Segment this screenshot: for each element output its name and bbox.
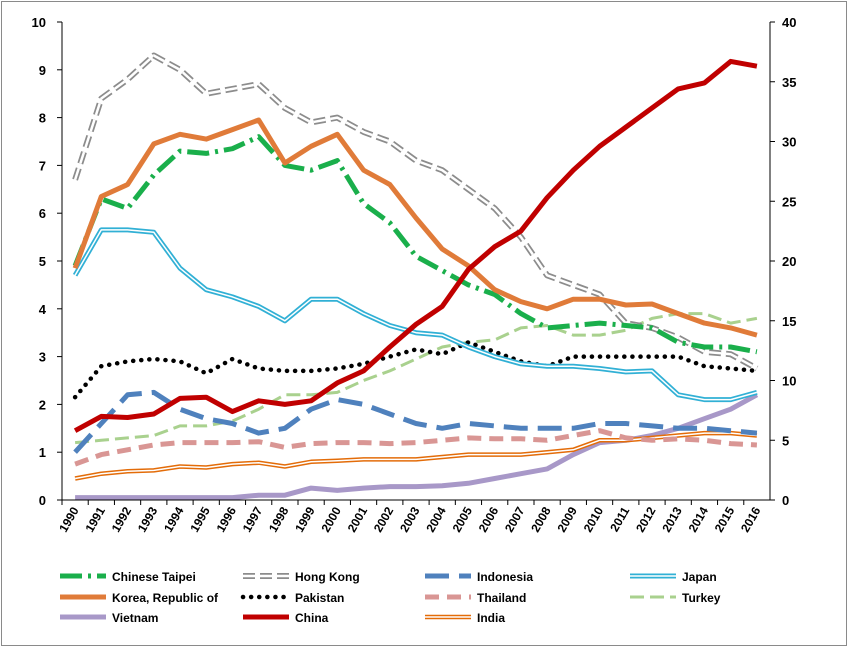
legend-label: Indonesia (477, 570, 533, 584)
series-hong-kong (72, 52, 759, 372)
right-tick-label: 10 (782, 374, 796, 389)
legend-label: Thailand (477, 591, 526, 605)
legend-item-thailand: Thailand (425, 591, 526, 605)
x-tick-label: 2012 (633, 504, 659, 534)
x-tick-label: 2005 (450, 504, 476, 534)
x-tick-label: 2004 (423, 504, 449, 534)
series-thailand (74, 428, 758, 467)
left-tick-label: 8 (39, 111, 46, 126)
legend-label: China (295, 611, 329, 625)
series-pakistan (72, 340, 760, 400)
legend-label: India (477, 611, 505, 625)
series-line-china (73, 58, 758, 433)
series-indonesia (73, 389, 758, 454)
legend-label: Vietnam (112, 611, 158, 625)
x-tick-label: 2015 (712, 504, 738, 534)
left-tick-label: 3 (39, 350, 46, 365)
legend-label: Turkey (682, 591, 721, 605)
x-tick-label: 1993 (135, 504, 161, 534)
legend-item-indonesia: Indonesia (425, 570, 533, 584)
x-tick-label: 2001 (345, 504, 371, 534)
right-tick-label: 20 (782, 254, 796, 269)
right-tick-label: 40 (782, 15, 796, 30)
x-tick-label: 1996 (214, 504, 240, 534)
left-tick-label: 10 (32, 15, 46, 30)
legend-label: Chinese Taipei (112, 570, 196, 584)
series-line-turkey (74, 312, 758, 445)
right-tick-label: 5 (782, 433, 789, 448)
x-tick-label: 2007 (502, 504, 528, 534)
legend-item-chinese-taipei: Chinese Taipei (60, 570, 196, 584)
series-line-thailand (74, 428, 758, 467)
series-line-vietnam (75, 392, 759, 501)
legend: Chinese Taipei Hong Kong Indonesia Japan Kor… (60, 570, 721, 625)
series-korea-republic-of (72, 117, 758, 338)
legend-label: Hong Kong (295, 570, 360, 584)
right-tick-label: 15 (782, 314, 796, 329)
x-tick-label: 2010 (581, 504, 607, 534)
left-tick-label: 2 (39, 397, 46, 412)
left-tick-label: 5 (39, 254, 46, 269)
x-tick-label: 1994 (161, 504, 187, 534)
series-line-indonesia (73, 389, 758, 454)
legend-item-turkey: Turkey (630, 591, 721, 605)
x-tick-label: 1991 (82, 504, 108, 534)
x-tick-label: 2013 (659, 504, 685, 534)
right-tick-label: 0 (782, 493, 789, 508)
x-tick-label: 1998 (266, 504, 292, 534)
right-tick-label: 35 (782, 75, 796, 90)
x-tick-label: 2002 (371, 504, 397, 534)
legend-label: Korea, Republic of (112, 591, 219, 605)
left-tick-label: 4 (39, 302, 47, 317)
series-line-inner-japan (74, 229, 758, 401)
series-turkey (74, 312, 758, 445)
left-tick-label: 7 (39, 158, 46, 173)
legend-item-pakistan: Pakistan (240, 591, 344, 605)
series-china (73, 58, 758, 433)
legend-item-korea-republic-of: Korea, Republic of (60, 591, 219, 605)
legend-item-china: China (243, 611, 329, 625)
x-tick-label: 1995 (187, 504, 213, 534)
series-layer (72, 52, 760, 501)
series-japan (72, 227, 758, 403)
x-tick-label: 2011 (607, 504, 632, 534)
x-tick-label: 1999 (292, 504, 318, 534)
x-tick-label: 2003 (397, 504, 423, 534)
left-tick-label: 0 (39, 493, 46, 508)
x-tick-label: 1990 (56, 504, 82, 534)
series-line-pakistan (72, 340, 760, 400)
x-tick-label: 2000 (318, 504, 344, 534)
x-tick-label: 2008 (528, 504, 554, 534)
series-line-chinese-taipei (72, 134, 758, 355)
left-tick-label: 6 (39, 206, 46, 221)
series-vietnam (75, 392, 759, 501)
left-tick-label: 1 (39, 445, 46, 460)
right-tick-label: 25 (782, 194, 796, 209)
legend-item-india: India (425, 611, 505, 625)
x-tick-label: 2016 (738, 504, 764, 534)
axes: 0 1 2 3 4 5 6 7 8 9 10 0 5 10 15 20 25 30 35 40 1990 1991 1992… (32, 15, 797, 535)
right-tick-label: 30 (782, 135, 796, 150)
legend-item-japan: Japan (630, 570, 717, 584)
x-tick-label: 2006 (476, 504, 502, 534)
series-line-inner-hong-kong (73, 54, 758, 370)
legend-label: Japan (682, 570, 717, 584)
x-tick-label: 1992 (109, 504, 135, 534)
x-tick-label: 2014 (686, 504, 712, 534)
x-tick-label: 1997 (240, 504, 266, 534)
series-chinese-taipei (72, 134, 758, 355)
left-tick-label: 9 (39, 63, 46, 78)
series-line-korea-republic-of (72, 117, 758, 338)
legend-label: Pakistan (295, 591, 344, 605)
legend-item-hong-kong: Hong Kong (243, 570, 360, 584)
legend-item-vietnam: Vietnam (60, 611, 158, 625)
x-tick-label: 2009 (554, 504, 580, 534)
